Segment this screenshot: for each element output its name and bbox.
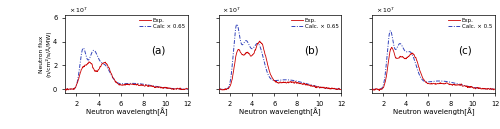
Line: Exp.: Exp. bbox=[65, 62, 188, 90]
Text: (c): (c) bbox=[458, 45, 472, 55]
Exp. bbox=[86, 61, 92, 63]
Exp. bbox=[470, 87, 476, 89]
Exp. bbox=[436, 83, 442, 84]
Exp. bbox=[216, 89, 222, 91]
Exp. bbox=[62, 88, 68, 90]
Text: (a): (a) bbox=[151, 45, 166, 55]
Calc × 0.65 bbox=[182, 88, 188, 90]
Text: $\times\,10^7$: $\times\,10^7$ bbox=[376, 5, 394, 15]
Exp. bbox=[129, 83, 135, 85]
Exp. bbox=[316, 87, 322, 88]
Exp. bbox=[257, 40, 263, 42]
Exp. bbox=[492, 88, 498, 90]
Calc × 0.65 bbox=[185, 88, 191, 90]
Text: $\times\,10^7$: $\times\,10^7$ bbox=[68, 5, 87, 15]
Calc. × 0.5 bbox=[388, 30, 394, 31]
Calc × 0.65 bbox=[80, 47, 86, 49]
Line: Calc. × 0.65: Calc. × 0.65 bbox=[218, 24, 342, 89]
Line: Calc × 0.65: Calc × 0.65 bbox=[65, 48, 188, 89]
Calc. × 0.5 bbox=[470, 87, 476, 88]
Exp. bbox=[428, 83, 434, 85]
Calc. × 0.5 bbox=[436, 80, 442, 82]
Line: Exp.: Exp. bbox=[218, 41, 342, 90]
Calc. × 0.65 bbox=[282, 79, 288, 80]
Calc × 0.65 bbox=[136, 83, 141, 84]
Calc. × 0.65 bbox=[216, 88, 222, 90]
Y-axis label: Neutron flux
(n/cm²/s/Å/MW): Neutron flux (n/cm²/s/Å/MW) bbox=[39, 31, 52, 78]
Legend: Exp., Calc. × 0.65: Exp., Calc. × 0.65 bbox=[291, 18, 339, 29]
Exp. bbox=[121, 84, 127, 86]
Calc. × 0.5 bbox=[490, 88, 496, 90]
Calc × 0.65 bbox=[163, 87, 169, 89]
Calc. × 0.65 bbox=[316, 86, 322, 88]
Exp. bbox=[336, 88, 342, 89]
Calc. × 0.5 bbox=[369, 88, 375, 90]
Exp. bbox=[64, 89, 70, 91]
Exp. bbox=[274, 82, 280, 83]
X-axis label: Neutron wavelength[Å]: Neutron wavelength[Å] bbox=[86, 108, 167, 116]
Exp. bbox=[275, 82, 281, 83]
Exp. bbox=[443, 83, 449, 84]
Exp. bbox=[428, 83, 434, 84]
Calc. × 0.65 bbox=[234, 23, 240, 25]
Calc. × 0.65 bbox=[289, 79, 295, 81]
Calc. × 0.65 bbox=[274, 80, 280, 81]
Line: Calc. × 0.5: Calc. × 0.5 bbox=[372, 31, 495, 89]
Exp. bbox=[389, 47, 395, 48]
Exp. bbox=[490, 88, 496, 90]
Text: (b): (b) bbox=[304, 45, 319, 55]
Calc. × 0.5 bbox=[492, 88, 498, 90]
Calc × 0.65 bbox=[62, 88, 68, 90]
Calc × 0.65 bbox=[122, 83, 128, 84]
Line: Exp.: Exp. bbox=[372, 47, 495, 91]
Exp. bbox=[163, 87, 169, 89]
Calc. × 0.65 bbox=[275, 80, 281, 81]
Calc. × 0.65 bbox=[336, 88, 342, 90]
Calc. × 0.5 bbox=[442, 81, 448, 82]
Text: $\times\,10^7$: $\times\,10^7$ bbox=[222, 5, 241, 15]
Calc × 0.65 bbox=[128, 83, 134, 84]
Exp. bbox=[182, 88, 188, 90]
Exp. bbox=[369, 88, 375, 90]
Calc. × 0.65 bbox=[338, 88, 344, 90]
Exp. bbox=[376, 90, 382, 91]
Legend: Exp., Calc. × 0.5: Exp., Calc. × 0.5 bbox=[448, 18, 492, 29]
Exp. bbox=[289, 82, 295, 83]
Exp. bbox=[185, 88, 191, 90]
X-axis label: Neutron wavelength[Å]: Neutron wavelength[Å] bbox=[393, 108, 474, 116]
Calc × 0.65 bbox=[120, 83, 126, 84]
Exp. bbox=[136, 85, 141, 86]
Calc. × 0.5 bbox=[428, 81, 434, 82]
Exp. bbox=[282, 82, 288, 83]
Legend: Exp., Calc × 0.65: Exp., Calc × 0.65 bbox=[139, 18, 185, 29]
Calc. × 0.5 bbox=[428, 81, 434, 82]
Exp. bbox=[122, 84, 128, 85]
Exp. bbox=[338, 89, 344, 91]
X-axis label: Neutron wavelength[Å]: Neutron wavelength[Å] bbox=[239, 108, 321, 116]
